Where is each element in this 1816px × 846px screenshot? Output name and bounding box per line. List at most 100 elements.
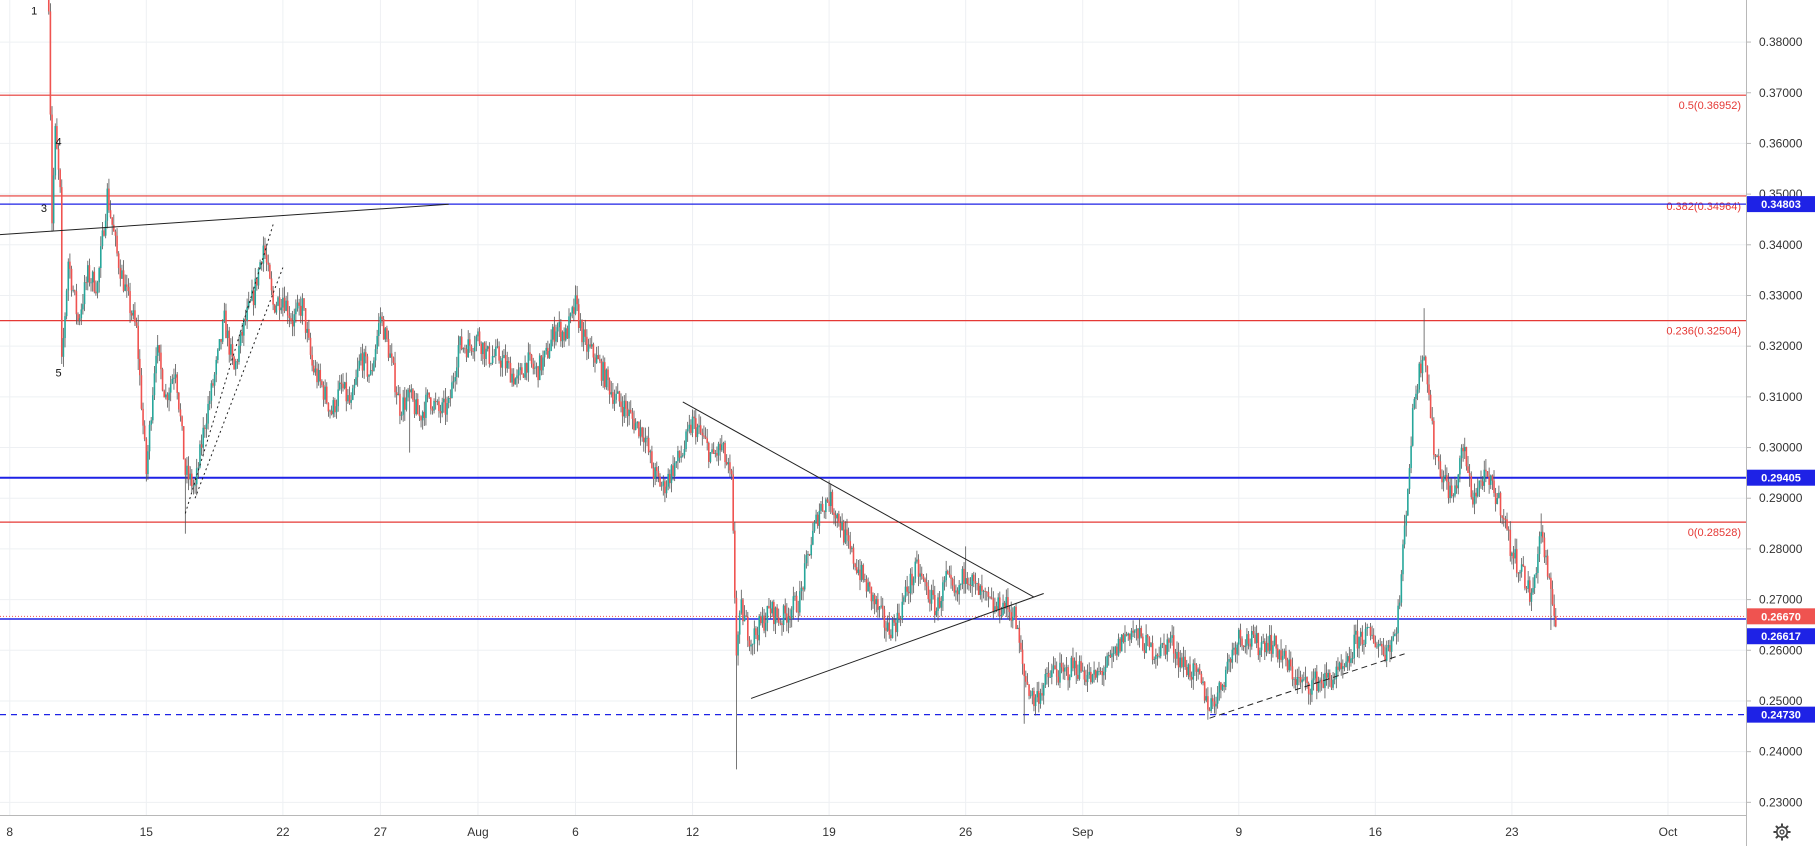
candle-body — [1153, 659, 1156, 660]
candle-body — [1246, 634, 1248, 646]
candle-body — [901, 601, 904, 620]
candle-body — [574, 295, 577, 314]
x-tick-label-7: 19 — [822, 825, 836, 839]
candle-body — [1502, 517, 1505, 520]
candle-body — [844, 529, 847, 543]
candle-body — [1073, 660, 1076, 669]
candle-body — [1210, 698, 1212, 712]
candle-body — [668, 473, 671, 484]
candle-body — [914, 561, 917, 579]
candle-body — [220, 339, 222, 342]
trend-line-2[interactable] — [750, 593, 1044, 699]
candle-body — [1319, 679, 1321, 682]
candle-body — [1067, 667, 1069, 681]
candle-body — [1307, 682, 1310, 694]
candle-body — [1514, 549, 1516, 559]
candle-body — [343, 382, 346, 389]
candle-body — [1096, 671, 1099, 678]
candle-body — [868, 582, 871, 587]
candle-body — [491, 356, 494, 364]
candle-body — [356, 368, 359, 378]
candle-body — [1364, 628, 1367, 645]
y-tick-label-7: 0.31000 — [1759, 390, 1803, 404]
candle-body — [199, 444, 201, 468]
candle-body — [179, 409, 182, 417]
trend-line-0[interactable] — [0, 203, 449, 236]
candle-body — [1137, 628, 1139, 639]
candle-body — [1023, 663, 1025, 677]
candle-body — [942, 582, 944, 602]
candle-body — [659, 476, 661, 487]
candle-body — [1142, 636, 1144, 651]
candle-body — [1046, 672, 1048, 674]
settings-gear-icon[interactable] — [1773, 823, 1791, 841]
candle-body — [200, 444, 203, 448]
x-axis[interactable]: 8 15 22 27 Aug 6 12 19 26 Sep 9 16 23 Oct — [6, 825, 1678, 839]
candle-body — [1431, 418, 1434, 421]
candle-body — [1512, 552, 1515, 559]
candle-body — [402, 397, 404, 415]
candle-body — [1381, 643, 1383, 647]
candle-body — [1254, 634, 1256, 643]
candle-body — [547, 347, 549, 358]
candle-body — [1437, 455, 1440, 462]
x-tick-label-12: 23 — [1505, 825, 1519, 839]
candle-body — [1099, 670, 1102, 672]
price-badge-2: 0.26617 — [1761, 631, 1801, 643]
candle-body — [415, 399, 417, 415]
candle-body — [1129, 633, 1131, 640]
candle-body — [436, 401, 439, 403]
candle-body — [862, 564, 865, 580]
candle-body — [1021, 649, 1024, 664]
candle-body — [1426, 365, 1429, 385]
candle-body — [325, 386, 328, 403]
candle-body — [1311, 680, 1313, 695]
candle-body — [784, 605, 787, 614]
trend-line-1[interactable] — [682, 401, 1035, 598]
candle-body — [1476, 487, 1479, 497]
candle-body — [1452, 495, 1455, 497]
candle-body — [1189, 664, 1191, 678]
candle-body — [230, 344, 232, 355]
candle-body — [147, 451, 149, 475]
candle-body — [1029, 695, 1032, 697]
candle-body — [1179, 657, 1182, 668]
candle-body — [1499, 492, 1502, 516]
plot-area[interactable] — [0, 0, 1746, 815]
candle-body — [197, 467, 200, 469]
candle-body — [636, 421, 639, 424]
candle-body — [1320, 679, 1323, 684]
x-tick-label-9: Sep — [1072, 825, 1094, 839]
candle-body — [1366, 627, 1369, 629]
candle-body — [1434, 454, 1437, 457]
candle-body — [176, 374, 179, 393]
trend-line-5[interactable] — [1209, 653, 1405, 719]
candle-body — [210, 383, 213, 401]
candle-body — [1140, 627, 1143, 637]
candle-body — [1322, 683, 1325, 688]
trend-line-3[interactable] — [184, 224, 274, 514]
candle-body — [1055, 669, 1058, 677]
candle-body — [971, 574, 973, 586]
candle-body — [590, 344, 593, 347]
candle-body — [86, 265, 89, 283]
candle-body — [740, 599, 743, 613]
y-axis[interactable]: 0.380000.370000.360000.350000.340000.330… — [1746, 35, 1803, 809]
candle-body — [303, 298, 305, 309]
candle-body — [930, 590, 933, 604]
candle-body — [91, 271, 94, 283]
candle-body — [286, 300, 289, 316]
candle-body — [1450, 485, 1453, 497]
candle-body — [758, 616, 761, 641]
candle-body — [1176, 651, 1178, 659]
candle-body — [1163, 643, 1165, 645]
candle-body — [644, 438, 647, 443]
candle-body — [903, 597, 905, 602]
candle-body — [109, 210, 112, 218]
candle-body — [932, 590, 934, 596]
candle-body — [1034, 697, 1037, 707]
candle-body — [174, 374, 177, 378]
candle-body — [1146, 635, 1149, 638]
trend-line-4[interactable] — [194, 267, 284, 499]
